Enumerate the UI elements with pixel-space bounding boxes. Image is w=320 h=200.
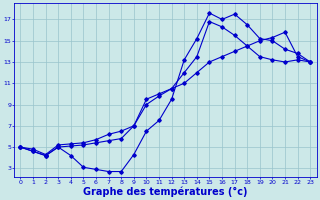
X-axis label: Graphe des températures (°c): Graphe des températures (°c) xyxy=(83,186,248,197)
